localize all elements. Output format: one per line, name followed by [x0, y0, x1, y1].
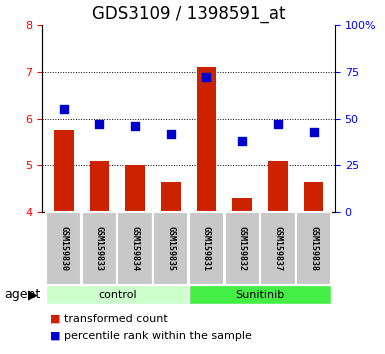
Bar — [224, 212, 260, 285]
Bar — [304, 182, 323, 212]
Bar — [233, 198, 252, 212]
Text: ▶: ▶ — [28, 288, 37, 301]
Bar — [268, 161, 288, 212]
Point — [96, 121, 102, 127]
Bar — [82, 212, 117, 285]
Text: GSM159833: GSM159833 — [95, 226, 104, 271]
Bar — [189, 285, 331, 304]
Text: GSM159832: GSM159832 — [238, 226, 247, 271]
Point — [61, 106, 67, 112]
Bar — [260, 212, 296, 285]
Text: control: control — [98, 290, 137, 300]
Text: ■: ■ — [50, 314, 60, 324]
Bar — [161, 182, 181, 212]
Text: GSM159831: GSM159831 — [202, 226, 211, 271]
Point — [310, 129, 316, 135]
Text: GSM159835: GSM159835 — [166, 226, 175, 271]
Point — [275, 121, 281, 127]
Text: ■: ■ — [50, 331, 60, 341]
Point — [168, 131, 174, 136]
Text: GSM159837: GSM159837 — [273, 226, 282, 271]
Text: percentile rank within the sample: percentile rank within the sample — [64, 331, 251, 341]
Text: agent: agent — [4, 288, 40, 301]
Bar — [125, 165, 145, 212]
Point — [203, 74, 209, 80]
Title: GDS3109 / 1398591_at: GDS3109 / 1398591_at — [92, 6, 285, 23]
Text: GSM159838: GSM159838 — [309, 226, 318, 271]
Bar — [296, 212, 331, 285]
Point — [132, 123, 138, 129]
Text: transformed count: transformed count — [64, 314, 167, 324]
Bar — [46, 212, 81, 285]
Bar — [46, 285, 189, 304]
Bar — [90, 161, 109, 212]
Point — [239, 138, 245, 144]
Text: GSM159830: GSM159830 — [59, 226, 68, 271]
Text: GSM159834: GSM159834 — [131, 226, 140, 271]
Bar — [117, 212, 153, 285]
Bar — [189, 212, 224, 285]
Bar — [54, 130, 74, 212]
Bar — [153, 212, 189, 285]
Text: Sunitinib: Sunitinib — [235, 290, 285, 300]
Bar — [197, 67, 216, 212]
